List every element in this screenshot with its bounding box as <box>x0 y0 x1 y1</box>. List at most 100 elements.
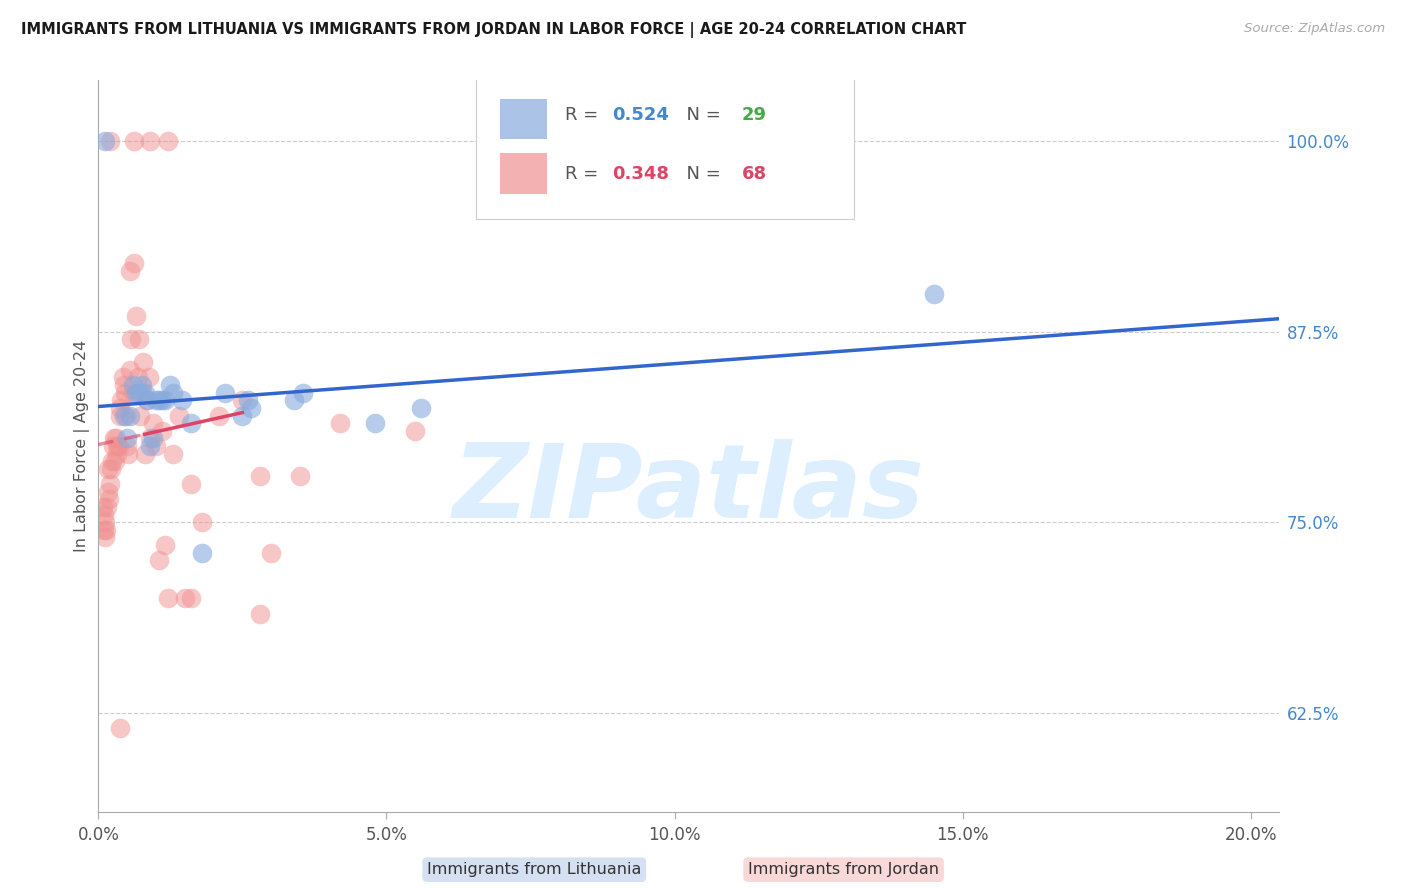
Point <box>240 401 263 415</box>
Point <box>153 538 176 552</box>
Point <box>148 553 170 567</box>
Point <box>238 393 260 408</box>
Point <box>97 462 120 476</box>
Point <box>136 393 159 408</box>
Point <box>180 477 202 491</box>
Point <box>329 416 352 430</box>
Point <box>260 546 283 560</box>
Point <box>180 416 202 430</box>
Point <box>120 332 142 346</box>
Point <box>105 439 128 453</box>
Point <box>122 134 145 148</box>
Point <box>93 508 115 522</box>
Point <box>120 363 142 377</box>
Point <box>107 439 129 453</box>
Point <box>107 447 129 461</box>
Point <box>249 607 271 621</box>
Point <box>131 378 153 392</box>
FancyBboxPatch shape <box>501 99 547 139</box>
Point <box>129 409 152 423</box>
Text: 68: 68 <box>742 165 768 183</box>
Text: 0.524: 0.524 <box>612 106 669 124</box>
Point <box>180 591 202 606</box>
Point <box>98 477 121 491</box>
Point <box>162 385 184 400</box>
Point <box>288 469 311 483</box>
Point <box>122 385 145 400</box>
Point <box>128 385 150 400</box>
FancyBboxPatch shape <box>501 153 547 194</box>
Point <box>110 721 132 735</box>
Point <box>150 424 173 438</box>
Point <box>283 393 305 408</box>
Point <box>103 431 125 445</box>
Text: N =: N = <box>675 165 727 183</box>
Point <box>170 393 193 408</box>
Point <box>191 546 214 560</box>
Point <box>134 385 156 400</box>
Point <box>115 409 138 423</box>
Point <box>115 431 138 445</box>
Text: N =: N = <box>675 106 727 124</box>
Point <box>167 409 190 423</box>
Point <box>97 484 120 499</box>
Point <box>136 393 159 408</box>
Point <box>153 393 176 408</box>
Point <box>96 500 118 514</box>
Point <box>145 393 167 408</box>
Point <box>142 431 165 445</box>
Y-axis label: In Labor Force | Age 20-24: In Labor Force | Age 20-24 <box>75 340 90 552</box>
Point <box>364 416 387 430</box>
Text: ZIPatlas: ZIPatlas <box>453 440 925 541</box>
Point <box>409 401 432 415</box>
Text: R =: R = <box>565 165 605 183</box>
Point <box>138 370 160 384</box>
Point <box>122 378 145 392</box>
Point <box>94 515 117 529</box>
Point <box>112 378 135 392</box>
Point <box>131 385 153 400</box>
Point <box>156 134 179 148</box>
Point <box>97 492 120 507</box>
Point <box>91 500 114 514</box>
Point <box>139 134 162 148</box>
Point <box>112 409 135 423</box>
Point <box>101 439 124 453</box>
Point <box>162 447 184 461</box>
FancyBboxPatch shape <box>477 73 855 219</box>
Point <box>142 416 165 430</box>
Point <box>122 256 145 270</box>
Point <box>922 286 945 301</box>
Text: Immigrants from Jordan: Immigrants from Jordan <box>748 863 939 877</box>
Text: R =: R = <box>565 106 605 124</box>
Point <box>132 355 155 369</box>
Point <box>145 439 167 453</box>
Point <box>93 523 115 537</box>
Point <box>134 447 156 461</box>
Point <box>231 393 253 408</box>
Text: Source: ZipAtlas.com: Source: ZipAtlas.com <box>1244 22 1385 36</box>
Point <box>749 134 772 148</box>
Point <box>148 393 170 408</box>
Point <box>191 515 214 529</box>
Point <box>156 591 179 606</box>
Point <box>117 447 139 461</box>
Point <box>120 409 142 423</box>
Point <box>139 431 162 445</box>
Point <box>139 439 162 453</box>
Point <box>94 530 117 544</box>
Point <box>128 332 150 346</box>
Text: 29: 29 <box>742 106 768 124</box>
Point <box>110 393 132 408</box>
Point <box>159 378 181 392</box>
Point <box>231 409 253 423</box>
Point <box>98 134 121 148</box>
Point <box>108 409 131 423</box>
Point <box>404 424 426 438</box>
Point <box>111 370 134 384</box>
Point <box>100 462 122 476</box>
Point <box>110 401 132 415</box>
Point <box>208 409 231 423</box>
Point <box>120 264 142 278</box>
Point <box>104 431 127 445</box>
